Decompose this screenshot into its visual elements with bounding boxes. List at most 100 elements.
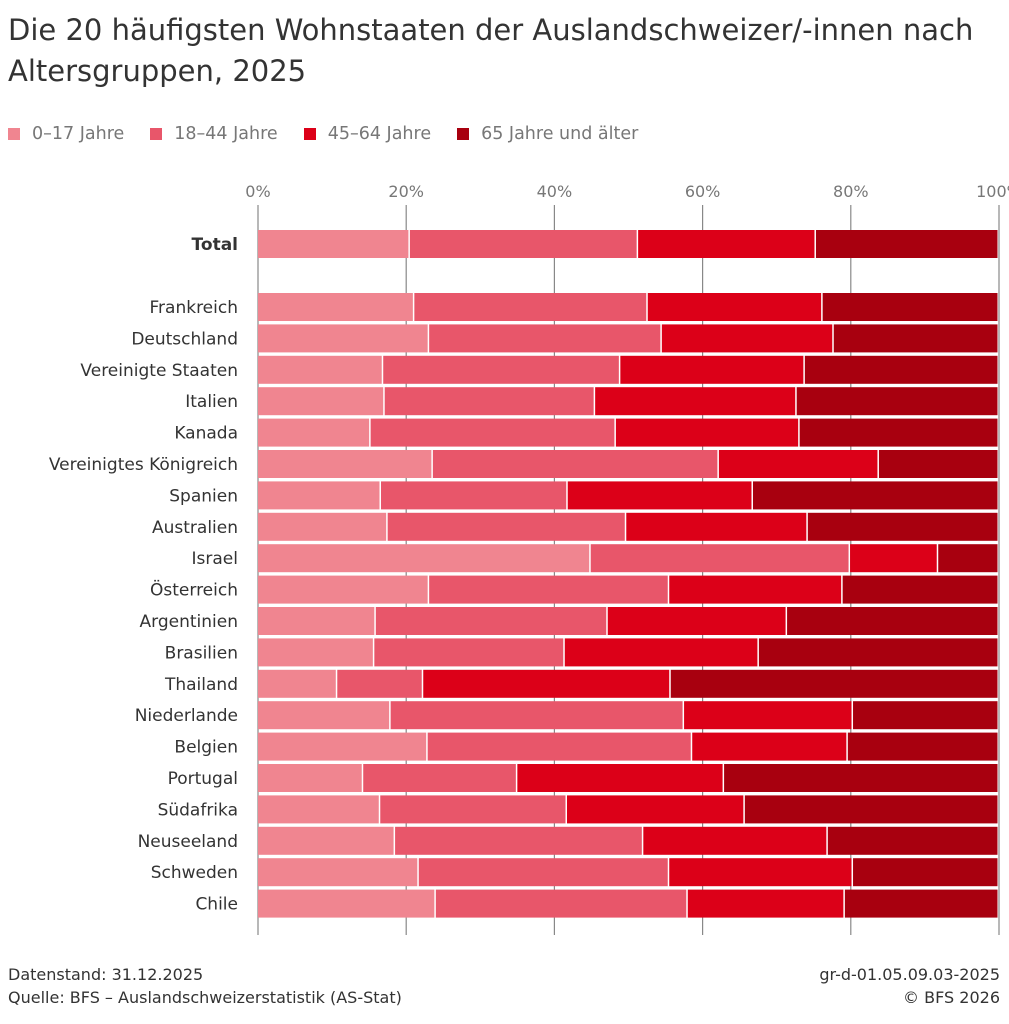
legend-label: 65 Jahre und älter (481, 124, 639, 144)
bar-segment (429, 575, 668, 604)
bar-segment (432, 450, 718, 478)
category-label: Kanada (174, 424, 238, 444)
bar-segment (758, 638, 998, 667)
legend-swatch (303, 128, 316, 140)
category-label: Israel (192, 549, 238, 569)
bar-segment (258, 324, 428, 353)
bar-segment (370, 418, 615, 447)
x-tick-label: 80% (833, 182, 869, 201)
bar-segment (258, 795, 379, 824)
legend-swatch (150, 128, 163, 140)
bar-segment (258, 607, 375, 635)
category-label: Chile (195, 895, 238, 915)
bar-segment (684, 701, 852, 730)
bar-segment (337, 669, 422, 698)
category-label: Italien (185, 392, 238, 412)
category-label: Thailand (164, 675, 238, 695)
bar-segment (258, 512, 387, 541)
legend-item: 0–17 Jahre (8, 124, 124, 144)
legend: 0–17 Jahre 18–44 Jahre 45–64 Jahre 65 Jahre… (8, 124, 664, 144)
bar-segment (799, 418, 998, 447)
legend-label: 45–64 Jahre (327, 124, 432, 144)
category-label: Brasilien (165, 643, 238, 663)
bar-segment (258, 701, 390, 730)
bar-segment (374, 638, 564, 667)
bar-segment (687, 889, 844, 918)
category-label: Schweden (151, 863, 238, 883)
bar-segment (258, 669, 336, 698)
legend-label: 18–44 Jahre (174, 124, 278, 144)
bar-segment (724, 764, 998, 792)
bar-segment (258, 889, 435, 918)
bar-segment (381, 481, 567, 510)
bar-segment (853, 858, 998, 887)
bar-segment (258, 293, 413, 321)
category-label: Österreich (150, 579, 238, 601)
bar-segment (423, 669, 670, 698)
bar-segment (804, 355, 998, 384)
bar-segment (822, 293, 998, 321)
legend-swatch (457, 128, 470, 140)
bar-segment (363, 764, 516, 792)
bar-segment (258, 450, 432, 478)
bar-segment (258, 230, 409, 258)
bar-segment (429, 324, 661, 353)
category-label: Neuseeland (138, 832, 238, 852)
bar-segment (258, 355, 382, 384)
bar-segment (643, 826, 827, 855)
bar-segment (590, 544, 849, 573)
bar-segment (807, 512, 998, 541)
bar-segment (435, 889, 687, 918)
bar-segment (669, 858, 852, 887)
bar-segment (427, 732, 691, 761)
bar-segment (669, 575, 842, 604)
legend-item: 65 Jahre und älter (457, 124, 638, 144)
x-tick-label: 60% (685, 182, 721, 201)
category-label: Belgien (174, 738, 238, 758)
legend-swatch (8, 128, 20, 140)
bar-segment (827, 826, 998, 855)
bar-segment (258, 575, 428, 604)
bar-segment (380, 795, 566, 824)
x-tick-label: 40% (537, 182, 573, 201)
category-label: Südafrika (158, 800, 238, 820)
data-date: Datenstand: 31.12.2025 (8, 965, 204, 984)
bar-segment (258, 544, 590, 573)
bar-segment (752, 481, 998, 510)
x-tick-label: 20% (388, 182, 424, 201)
bar-segment (607, 607, 786, 635)
bar-segment (787, 607, 998, 635)
category-label: Spanien (169, 486, 238, 506)
bar-segment (744, 795, 998, 824)
bar-segment (796, 387, 998, 416)
legend-label: 0–17 Jahre (32, 124, 125, 144)
graphic-id: gr-d-01.05.09.03-2025 (819, 965, 1000, 984)
bar-segment (850, 544, 937, 573)
bar-segment (620, 355, 804, 384)
bar-segment (595, 387, 796, 416)
bar-segment (258, 638, 373, 667)
category-label: Total (192, 235, 238, 255)
bar-segment (853, 701, 998, 730)
bar-segment (692, 732, 847, 761)
legend-item: 18–44 Jahre (150, 124, 278, 144)
bar-segment (878, 450, 998, 478)
category-label: Vereinigtes Königreich (49, 455, 238, 475)
bar-segment (833, 324, 998, 353)
category-label: Vereinigte Staaten (80, 361, 238, 381)
category-label: Frankreich (150, 298, 239, 318)
bar-segment (564, 638, 758, 667)
category-label: Niederlande (135, 706, 238, 726)
bar-segment (566, 795, 744, 824)
chart-title: Die 20 häufigsten Wohnstaaten der Auslan… (8, 13, 974, 88)
bar-segment (938, 544, 998, 573)
bar-segment (258, 387, 384, 416)
category-label: Portugal (168, 769, 238, 789)
bar-segment (384, 387, 594, 416)
bar-segment (718, 450, 878, 478)
bar-segment (258, 481, 380, 510)
bar-segment (258, 418, 370, 447)
bar-segment (395, 826, 642, 855)
category-label: Australien (152, 518, 238, 538)
